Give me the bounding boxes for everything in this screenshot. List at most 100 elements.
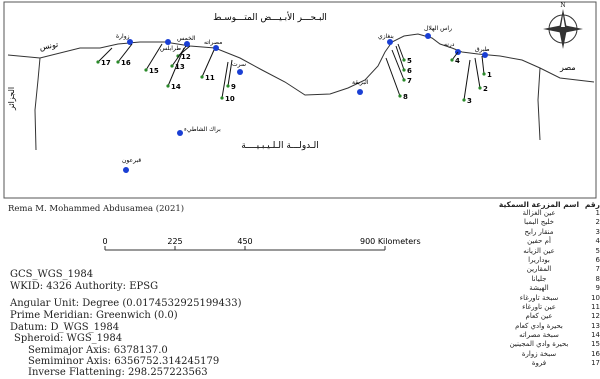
site-dot	[170, 64, 174, 68]
city-dot	[482, 52, 488, 58]
legend-row-name: عين الغزالة	[522, 209, 556, 217]
site-number: 11	[205, 74, 215, 82]
legend-row-num: 2	[595, 218, 600, 227]
legend-row-name: خليج البمبا	[524, 218, 554, 227]
legend-row: 13 بحيرة وادي كعام	[492, 322, 600, 331]
legend-row-name: سبخة تاورغاء	[519, 293, 559, 302]
site-line	[463, 59, 471, 101]
map-frame: البـحـــر الأبـيـــض المتـــوسـط الـدولـ…	[3, 1, 597, 199]
site-dot	[482, 72, 486, 76]
legend-row-num: 13	[591, 321, 600, 330]
legend-row-num: 8	[595, 274, 600, 283]
site-line	[397, 43, 405, 61]
site-number: 13	[175, 63, 185, 71]
site-number: 9	[231, 83, 236, 91]
legend-row-name: الهيشة	[529, 284, 549, 293]
legend-row-name: سبخة مصراته	[519, 331, 559, 340]
legend-row: 9 الهيشة	[492, 284, 600, 293]
site-number: 6	[407, 67, 412, 75]
legend-row: 4 أم حفين	[492, 237, 600, 246]
city-label: قبرعون	[122, 157, 141, 164]
west-country-label: تونس	[39, 40, 59, 52]
prime-meridian-text: Prime Meridian: Greenwich (0.0)	[10, 310, 178, 321]
site-line	[385, 57, 401, 97]
site-line	[481, 55, 485, 75]
city-label: درنه	[444, 41, 455, 48]
legend-row-name: عين كعام	[525, 312, 553, 321]
datum-text: Datum: D_WGS_1984	[10, 322, 120, 333]
site-line	[474, 57, 481, 89]
site-dot	[200, 75, 204, 79]
city-label: طبرق	[475, 46, 490, 53]
legend-row-num: 11	[591, 302, 600, 311]
map-border	[3, 1, 597, 199]
legend-row-name: بوداريرا	[528, 255, 550, 264]
semimajor-text: Semimajor Axis: 6378137.0	[28, 345, 168, 356]
city-label: زوارة	[116, 33, 130, 40]
site-number: 10	[225, 95, 235, 103]
legend-row-num: 5	[595, 246, 600, 255]
legend-row-name: منقار رابح	[524, 227, 554, 236]
legend-row-num: 12	[591, 312, 600, 321]
site-number: 7	[407, 77, 412, 85]
site-number: 8	[403, 93, 408, 101]
svg-text:N: N	[560, 2, 565, 9]
site-dot	[402, 58, 406, 62]
city-label: براك الشاطيء	[184, 126, 221, 133]
city-label: البريقة	[352, 79, 369, 86]
legend-row: 3 منقار رابح	[492, 228, 600, 237]
legend-row-name: سبخة زوارة	[521, 349, 557, 358]
legend-header-num: رقم	[584, 200, 600, 209]
site-number: 15	[149, 67, 159, 75]
legend-row: 8 جليانا	[492, 275, 600, 284]
west-border	[34, 57, 41, 151]
legend-row: 5 عين الزيانه	[492, 247, 600, 256]
legend-row-name: المقارين	[526, 265, 552, 274]
site-line	[391, 49, 405, 81]
scale-tick-0: 0	[102, 237, 107, 246]
city-dot	[123, 167, 129, 173]
east-border	[537, 67, 541, 141]
libya-coastline	[7, 33, 595, 96]
site-line	[145, 43, 163, 71]
city-dot	[127, 39, 133, 45]
site-number: 16	[121, 59, 131, 67]
scale-bar: 0 225 450 900 Kilometers	[102, 237, 421, 251]
legend-row: 7 المقارين	[492, 265, 600, 274]
site-line	[451, 51, 459, 61]
legend-row-num: 3	[595, 227, 600, 236]
city-label: راس الهلال	[424, 25, 452, 32]
city-label: طرابلس	[160, 45, 181, 52]
legend-row-name: عين تاورغاء	[522, 302, 556, 311]
map-credit: Rema M. Mohammed Abdusamea (2021)	[8, 204, 185, 214]
city-label: الخمس	[177, 35, 196, 42]
legend-row-name: بحيرة وادي المجينين	[509, 340, 569, 349]
site-number: 12	[181, 53, 191, 61]
legend-row-name: أم حفين	[527, 237, 551, 246]
site-line	[167, 47, 185, 87]
legend-row-num: 16	[591, 349, 600, 358]
legend-row: 11 عين تاورغاء	[492, 303, 600, 312]
legend-row-name: بحيرة وادي كعام	[515, 321, 563, 330]
city-dot	[237, 69, 243, 75]
site-dot	[462, 98, 466, 102]
flattening-text: Inverse Flattening: 298.257223563	[28, 367, 208, 378]
site-number: 14	[171, 83, 181, 91]
city-label: بنغازي	[378, 33, 394, 40]
west-vertical-label: الجزائر	[7, 87, 16, 111]
site-dot	[144, 68, 148, 72]
east-country-label: مصر	[559, 63, 576, 72]
legend-row: 16 سبخة زوارة	[492, 350, 600, 359]
site-line	[117, 43, 133, 63]
site-dot	[166, 84, 170, 88]
legend-row: 17 فروة	[492, 359, 600, 368]
legend-row: 12 عين كعام	[492, 312, 600, 321]
site-line	[227, 59, 233, 87]
site-dot	[398, 94, 402, 98]
angular-unit-text: Angular Unit: Degree (0.0174532925199433…	[10, 298, 242, 309]
legend-row-num: 15	[591, 340, 600, 349]
legend-header-name: اسم المزرعة السمكية	[498, 200, 580, 209]
country-label: الـدولـــة الـلـيـبـيــــة	[241, 141, 319, 151]
legend-row-num: 7	[595, 265, 600, 274]
semiminor-text: Semiminor Axis: 6356752.314245179	[28, 356, 220, 367]
